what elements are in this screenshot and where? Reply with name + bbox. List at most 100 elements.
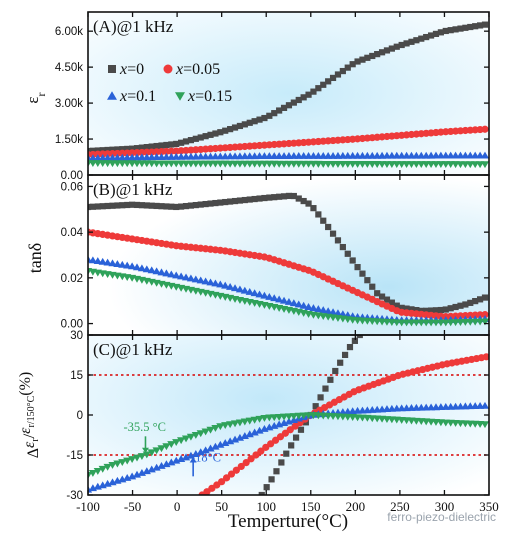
marker-x-0-1: [88, 256, 98, 264]
marker-x-0-05: [247, 455, 255, 463]
marker-x-0: [374, 51, 381, 58]
marker-x-0-1: [177, 272, 186, 280]
y-tick-label: 3.00k: [55, 98, 83, 110]
x-tick-label: 350: [479, 499, 499, 514]
y-tick-label: 30: [70, 330, 83, 342]
marker-x-0-1: [93, 257, 102, 265]
marker-x-0: [89, 203, 97, 210]
annotation-green-arrowhead: [141, 447, 149, 453]
marker-x-0: [173, 203, 180, 211]
legend-marker-1: [163, 64, 173, 74]
x-tick-label: -100: [76, 499, 100, 514]
marker-x-0-1: [206, 278, 215, 286]
marker-x-0: [344, 250, 351, 257]
marker-x-0: [447, 27, 454, 34]
marker-x-0-1: [152, 267, 161, 275]
marker-x-0-1: [128, 262, 137, 270]
x-tick-label: 250: [390, 499, 410, 514]
marker-x-0: [467, 299, 474, 306]
marker-x-0: [278, 459, 285, 466]
marker-x-0: [246, 119, 253, 126]
marker-x-0: [143, 143, 150, 151]
marker-x-0-1: [250, 428, 259, 436]
marker-x-0-15: [216, 423, 225, 431]
y-tick-label: 4.50k: [55, 62, 83, 74]
marker-x-0: [178, 203, 185, 210]
marker-x-0: [339, 243, 346, 251]
marker-x-0: [427, 307, 435, 314]
panel-b-series: [88, 192, 489, 327]
marker-x-0-1: [98, 257, 107, 265]
marker-x-0: [393, 43, 400, 50]
marker-x-0: [241, 121, 248, 128]
marker-x-0-1: [137, 264, 147, 272]
marker-x-0-1: [324, 307, 333, 315]
marker-x-0: [418, 35, 425, 42]
marker-x-0: [163, 141, 170, 149]
marker-x-0: [285, 192, 293, 200]
annotations: -35.5 °C 18°C: [123, 420, 221, 477]
marker-x-0-1: [103, 258, 112, 266]
y-tick-label: 0.00: [61, 319, 83, 331]
marker-x-0: [432, 307, 440, 314]
marker-x-0: [312, 403, 319, 410]
marker-x-0: [403, 305, 410, 312]
marker-x-0: [266, 194, 273, 201]
marker-x-0: [129, 201, 136, 208]
legend-marker-0: [108, 65, 116, 73]
marker-x-0: [129, 145, 136, 152]
marker-x-0-15: [480, 161, 489, 169]
legend: x=0 x=0.05 x=0.1 x=0.15: [107, 61, 232, 105]
marker-x-0-15: [230, 420, 240, 428]
marker-x-0-1: [235, 285, 245, 293]
marker-x-0: [339, 67, 346, 75]
marker-x-0: [261, 114, 268, 122]
marker-x-0: [197, 201, 204, 208]
marker-x-0-15: [186, 433, 196, 441]
marker-x-0: [94, 147, 101, 154]
marker-x-0-1: [245, 287, 254, 295]
marker-x-0: [231, 124, 239, 131]
x-tick-label: -50: [124, 499, 141, 514]
marker-x-0: [388, 299, 395, 306]
marker-x-0-1: [152, 463, 161, 471]
marker-x-0-15: [128, 456, 137, 463]
marker-x-0: [182, 138, 190, 145]
marker-x-0: [109, 146, 116, 153]
marker-x-0: [114, 146, 121, 153]
marker-x-0: [359, 56, 366, 63]
y-tick-label: 0.04: [61, 227, 84, 239]
y-label-c: Δεr/εr/150°C(%): [17, 372, 42, 458]
marker-x-0-1: [162, 269, 171, 277]
marker-x-0: [462, 24, 469, 31]
marker-x-0: [476, 296, 484, 303]
marker-x-0-15: [137, 453, 147, 461]
marker-x-0-1: [284, 298, 294, 305]
marker-x-0: [273, 468, 280, 475]
annotation-blue-arrowhead: [189, 457, 197, 463]
legend-marker-3: [175, 92, 185, 101]
marker-x-0: [346, 343, 354, 351]
marker-x-0: [378, 49, 386, 56]
marker-x-0: [383, 296, 391, 303]
marker-x-0-15: [240, 418, 249, 426]
marker-x-0: [442, 306, 449, 313]
marker-x-0: [329, 74, 337, 82]
annotation-blue-label: 18°C: [195, 451, 221, 465]
marker-x-0-15: [177, 437, 186, 445]
marker-x-0: [104, 202, 111, 210]
marker-x-0: [317, 394, 324, 401]
marker-x-0: [462, 301, 469, 308]
marker-x-0-1: [299, 301, 308, 309]
marker-x-0-1: [211, 279, 220, 287]
marker-x-0: [369, 283, 376, 290]
marker-x-0-1: [186, 274, 196, 282]
marker-x-0: [423, 307, 430, 314]
marker-x-0: [280, 193, 288, 200]
marker-x-0: [467, 23, 474, 31]
marker-x-0: [192, 135, 199, 142]
marker-x-0: [268, 476, 275, 483]
marker-x-0: [457, 25, 464, 32]
marker-x-0-1: [172, 271, 181, 279]
marker-x-0: [369, 52, 376, 60]
